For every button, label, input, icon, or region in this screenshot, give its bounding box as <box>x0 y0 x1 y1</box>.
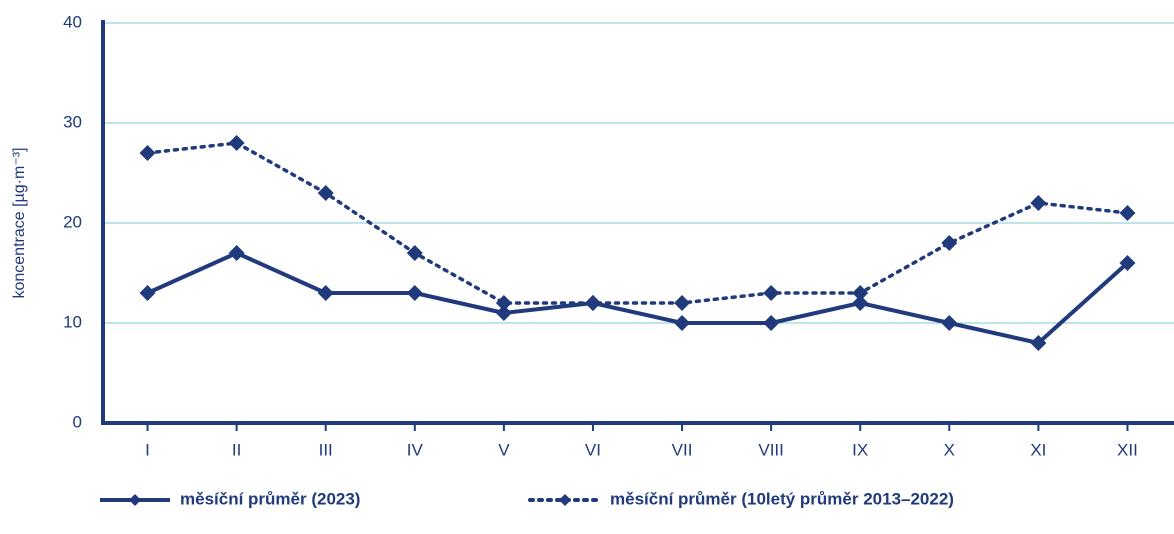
point-marker <box>674 315 691 331</box>
x-tick-label: II <box>232 440 241 459</box>
point-marker <box>495 295 512 311</box>
point-marker <box>406 245 423 261</box>
legend-label: měsíční průměr (10letý průměr 2013–2022) <box>610 489 954 508</box>
point-marker <box>317 285 334 301</box>
point-marker <box>674 295 691 311</box>
point-marker <box>228 135 245 151</box>
point-marker <box>139 285 156 301</box>
x-tick-label: V <box>498 440 510 459</box>
point-marker <box>584 295 601 311</box>
x-tick-label: XII <box>1117 440 1138 459</box>
point-marker <box>1030 335 1047 351</box>
x-tick-label: I <box>145 440 150 459</box>
legend-marker <box>129 494 141 506</box>
y-tick-label: 0 <box>73 412 82 431</box>
point-marker <box>139 145 156 161</box>
y-tick-label: 10 <box>63 312 82 331</box>
x-tick-label: IV <box>407 440 424 459</box>
x-tick-label: XI <box>1030 440 1046 459</box>
x-tick-label: IX <box>852 440 868 459</box>
y-tick-label: 30 <box>63 112 82 131</box>
point-marker <box>941 315 958 331</box>
y-tick-label: 20 <box>63 212 82 231</box>
x-tick-label: VII <box>672 440 693 459</box>
point-marker <box>317 185 334 201</box>
point-marker <box>495 305 512 321</box>
series-line <box>146 251 1129 345</box>
x-tick-label: VI <box>585 440 601 459</box>
point-marker <box>1030 195 1047 211</box>
x-tick-label: X <box>944 440 955 459</box>
point-marker <box>1119 255 1136 271</box>
point-marker <box>228 245 245 261</box>
y-axis-label: koncentrace [µg·m⁻³] <box>11 147 28 298</box>
point-marker <box>941 235 958 251</box>
point-marker <box>406 285 423 301</box>
x-tick-label: VIII <box>758 440 784 459</box>
point-marker <box>852 285 869 301</box>
point-marker <box>763 285 780 301</box>
point-marker <box>1119 205 1136 221</box>
y-tick-label: 40 <box>63 12 82 31</box>
legend-marker <box>559 494 571 506</box>
point-marker <box>852 295 869 311</box>
point-marker <box>763 315 780 331</box>
legend-label: měsíční průměr (2023) <box>180 489 360 508</box>
series-line <box>145 141 1130 305</box>
x-tick-label: III <box>319 440 333 459</box>
